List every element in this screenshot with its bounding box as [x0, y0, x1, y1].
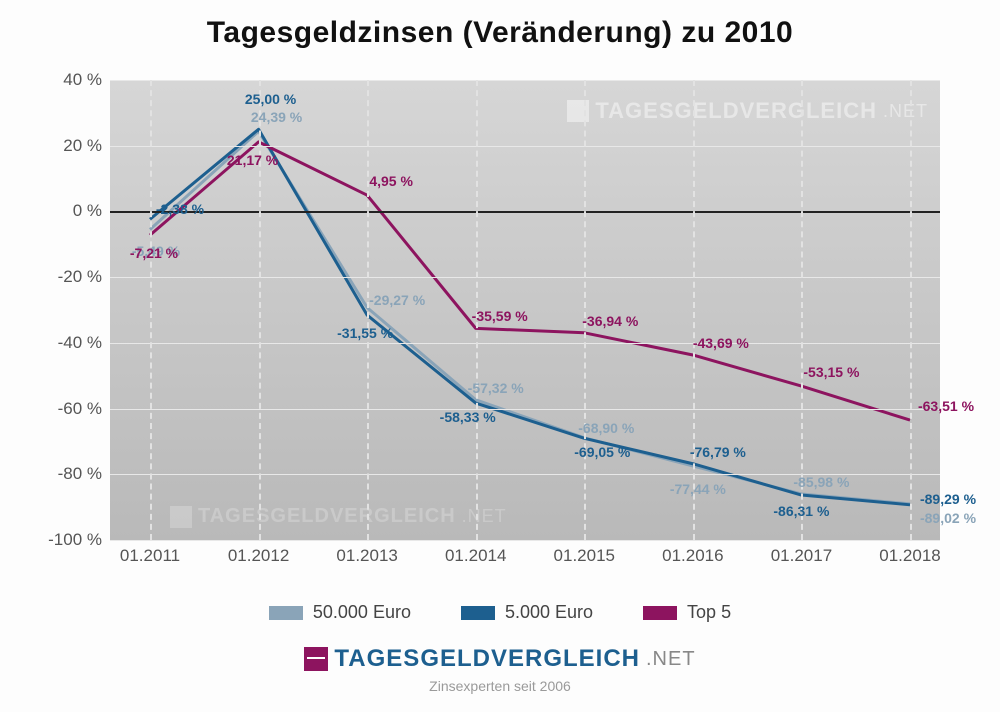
data-point-label: 21,17 % — [227, 152, 278, 168]
data-point-label: 24,39 % — [251, 109, 302, 125]
data-point-label: -69,05 % — [574, 444, 630, 460]
legend-item: 5.000 Euro — [461, 602, 593, 623]
legend-swatch — [643, 606, 677, 620]
x-tick-label: 01.2017 — [771, 546, 832, 566]
x-tick-label: 01.2015 — [554, 546, 615, 566]
data-point-label: -43,69 % — [693, 335, 749, 351]
gridline-h — [110, 146, 940, 147]
data-point-label: -89,02 % — [920, 510, 976, 526]
y-tick-label: 40 % — [40, 70, 102, 90]
legend-label: 5.000 Euro — [505, 602, 593, 623]
x-tick-label: 01.2016 — [662, 546, 723, 566]
data-point-label: -77,44 % — [670, 481, 726, 497]
brand-logo-icon — [304, 647, 328, 671]
gridline-h — [110, 343, 940, 344]
legend-item: Top 5 — [643, 602, 731, 623]
brand-bold: TAGESGELDVERGLEICH — [334, 645, 640, 673]
y-tick-label: -100 % — [40, 530, 102, 550]
data-point-label: -57,32 % — [468, 380, 524, 396]
data-point-label: -68,90 % — [578, 420, 634, 436]
legend-swatch — [461, 606, 495, 620]
series-line — [150, 142, 910, 420]
gridline-v — [259, 80, 261, 540]
data-point-label: 4,95 % — [369, 173, 413, 189]
legend-item: 50.000 Euro — [269, 602, 411, 623]
data-point-label: 25,00 % — [245, 91, 296, 107]
y-tick-label: -60 % — [40, 399, 102, 419]
x-tick-label: 01.2013 — [336, 546, 397, 566]
gridline-h — [110, 540, 940, 541]
gridline-v — [910, 80, 912, 540]
y-tick-label: 20 % — [40, 136, 102, 156]
y-tick-label: -20 % — [40, 267, 102, 287]
gridline-v — [367, 80, 369, 540]
data-point-label: -86,31 % — [773, 503, 829, 519]
brand: TAGESGELDVERGLEICH .NET — [304, 645, 695, 673]
data-point-label: -76,79 % — [690, 444, 746, 460]
gridline-v — [693, 80, 695, 540]
legend-label: Top 5 — [687, 602, 731, 623]
data-point-label: -85,98 % — [793, 474, 849, 490]
data-point-label: -89,29 % — [920, 491, 976, 507]
footer-logo: TAGESGELDVERGLEICH .NET Zinsexperten seit… — [0, 645, 1000, 694]
y-tick-label: -40 % — [40, 333, 102, 353]
data-point-label: -31,55 % — [337, 325, 393, 341]
gridline-v — [801, 80, 803, 540]
data-point-label: -29,27 % — [369, 292, 425, 308]
data-point-label: -7,21 % — [130, 245, 178, 261]
data-point-label: -58,33 % — [440, 409, 496, 425]
y-tick-label: -80 % — [40, 464, 102, 484]
gridline-h — [110, 277, 940, 278]
data-point-label: -2,38 % — [156, 201, 204, 217]
data-point-label: -36,94 % — [582, 313, 638, 329]
legend-label: 50.000 Euro — [313, 602, 411, 623]
legend: 50.000 Euro 5.000 Euro Top 5 — [0, 602, 1000, 623]
chart-container: TAGESGELDVERGLEICH.NET TAGESGELDVERGLEIC… — [40, 70, 960, 570]
data-point-label: -63,51 % — [918, 398, 974, 414]
x-tick-label: 01.2018 — [879, 546, 940, 566]
gridline-h — [110, 409, 940, 410]
series-line — [150, 129, 910, 505]
plot-area: TAGESGELDVERGLEICH.NET TAGESGELDVERGLEIC… — [110, 80, 940, 540]
gridline-v — [150, 80, 152, 540]
gridline-h — [110, 211, 940, 213]
data-point-label: -53,15 % — [803, 364, 859, 380]
gridline-h — [110, 80, 940, 81]
legend-swatch — [269, 606, 303, 620]
brand-tagline: Zinsexperten seit 2006 — [0, 678, 1000, 694]
x-tick-label: 01.2011 — [120, 546, 180, 566]
x-tick-label: 01.2014 — [445, 546, 506, 566]
y-tick-label: 0 % — [40, 201, 102, 221]
x-tick-label: 01.2012 — [228, 546, 289, 566]
gridline-v — [584, 80, 586, 540]
brand-light: .NET — [646, 648, 696, 671]
data-point-label: -35,59 % — [472, 308, 528, 324]
series-line — [150, 131, 910, 504]
chart-title: Tagesgeldzinsen (Veränderung) zu 2010 — [0, 0, 1000, 50]
